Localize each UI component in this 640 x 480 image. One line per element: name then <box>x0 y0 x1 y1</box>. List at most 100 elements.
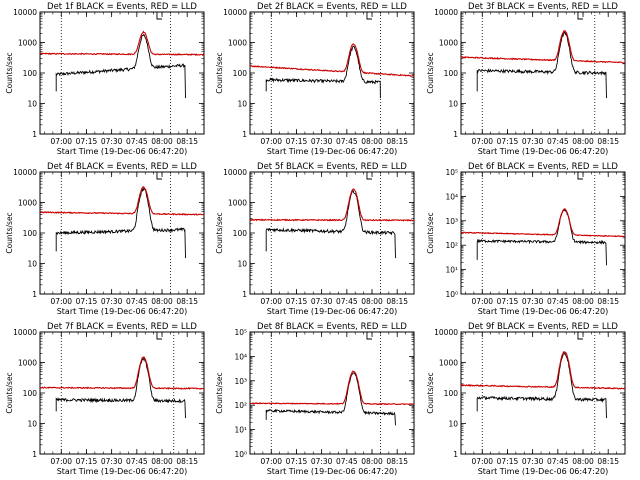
x-tick-label: 08:00 <box>361 457 383 466</box>
y-tick-label: 10000 <box>434 8 458 17</box>
series-line-events-black <box>265 372 396 426</box>
y-tick-label: 10⁰ <box>234 450 247 459</box>
y-axis-label: Counts/sec <box>426 372 435 413</box>
x-tick-label: 08:00 <box>151 137 173 146</box>
x-tick-label: 07:45 <box>126 137 148 146</box>
y-tick-label: 1000 <box>228 39 247 48</box>
x-tick-label: 07:30 <box>311 297 333 306</box>
x-tick-label: 08:15 <box>597 137 619 146</box>
x-tick-label: 07:45 <box>126 297 148 306</box>
x-tick-label: 07:15 <box>497 137 519 146</box>
x-tick-label: 07:15 <box>286 297 308 306</box>
x-tick-label: 07:15 <box>76 457 98 466</box>
y-tick-label: 10000 <box>13 8 37 17</box>
y-tick-label: 1 <box>453 130 458 139</box>
series-line-lld-red <box>249 188 415 222</box>
x-tick-label: 07:00 <box>50 137 72 146</box>
panel-7: Det 7f BLACK = Events, RED = LLD 1 10 100 10… <box>5 322 205 476</box>
plot-frame <box>460 331 626 455</box>
y-tick-label: 1 <box>453 450 458 459</box>
x-axis-label: Start Time (19-Dec-06 06:47:20) <box>267 307 398 316</box>
y-axis-label: Counts/sec <box>5 212 14 253</box>
x-tick-label: 07:45 <box>547 457 569 466</box>
y-tick-label: 10² <box>445 241 458 250</box>
series-line-lld-red <box>39 30 205 57</box>
series-line-lld-red <box>39 186 205 216</box>
y-tick-label: 1000 <box>439 359 458 368</box>
x-tick-label: 08:15 <box>597 457 619 466</box>
x-tick-label: 08:00 <box>572 457 594 466</box>
y-tick-label: 100 <box>23 229 38 238</box>
y-tick-label: 10000 <box>434 328 458 337</box>
corner-marker <box>366 12 372 20</box>
y-tick-label: 10⁴ <box>445 192 458 201</box>
y-tick-label: 10 <box>448 100 458 109</box>
y-tick-label: 10² <box>234 401 247 410</box>
y-axis-label: Counts/sec <box>215 372 224 413</box>
x-axis-label: Start Time (19-Dec-06 06:47:20) <box>57 307 188 316</box>
plot-frame <box>249 331 415 455</box>
x-tick-label: 07:00 <box>50 297 72 306</box>
x-tick-label: 07:15 <box>497 457 519 466</box>
x-tick-label: 08:15 <box>176 297 198 306</box>
x-tick-label: 08:00 <box>361 137 383 146</box>
y-axis-label: Counts/sec <box>215 212 224 253</box>
x-tick-label: 07:45 <box>126 457 148 466</box>
panel-title: Det 5f BLACK = Events, RED = LLD <box>257 162 407 172</box>
series-line-events-black <box>476 31 607 99</box>
x-tick-label: 07:00 <box>471 457 493 466</box>
panel-4: Det 4f BLACK = Events, RED = LLD 1 10 100 10… <box>5 162 205 316</box>
y-tick-label: 10 <box>27 260 37 269</box>
series-line-events-black <box>55 186 186 259</box>
x-tick-label: 07:30 <box>522 457 544 466</box>
corner-marker <box>577 12 583 20</box>
x-tick-label: 08:15 <box>386 457 408 466</box>
x-axis-label: Start Time (19-Dec-06 06:47:20) <box>478 307 609 316</box>
x-tick-label: 07:30 <box>311 137 333 146</box>
corner-marker <box>366 172 372 180</box>
x-tick-label: 08:15 <box>176 137 198 146</box>
y-tick-label: 10 <box>237 100 247 109</box>
x-tick-label: 07:00 <box>50 457 72 466</box>
y-tick-label: 10 <box>448 420 458 429</box>
x-tick-label: 07:15 <box>286 137 308 146</box>
y-tick-label: 10³ <box>445 217 458 226</box>
y-tick-label: 10000 <box>223 168 247 177</box>
panel-title: Det 4f BLACK = Events, RED = LLD <box>47 162 197 172</box>
x-axis-label: Start Time (19-Dec-06 06:47:20) <box>57 147 188 156</box>
panel-title: Det 2f BLACK = Events, RED = LLD <box>257 2 407 12</box>
panel-title: Det 8f BLACK = Events, RED = LLD <box>257 322 407 332</box>
corner-marker <box>577 172 583 180</box>
y-tick-label: 10 <box>237 260 247 269</box>
series-line-events-black <box>265 190 396 259</box>
x-tick-label: 07:15 <box>497 297 519 306</box>
x-tick-label: 08:00 <box>572 137 594 146</box>
x-tick-label: 07:30 <box>311 457 333 466</box>
y-tick-label: 10⁰ <box>445 290 458 299</box>
panel-title: Det 9f BLACK = Events, RED = LLD <box>468 322 618 332</box>
series-line-lld-red <box>249 43 415 77</box>
y-tick-label: 100 <box>233 229 248 238</box>
y-tick-label: 10000 <box>223 8 247 17</box>
x-tick-label: 08:15 <box>597 297 619 306</box>
y-tick-label: 10³ <box>234 377 247 386</box>
x-tick-label: 07:45 <box>336 297 358 306</box>
x-tick-label: 08:15 <box>386 297 408 306</box>
x-tick-label: 07:30 <box>522 297 544 306</box>
corner-marker <box>156 12 162 20</box>
y-axis-label: Counts/sec <box>215 52 224 93</box>
x-tick-label: 07:00 <box>260 137 282 146</box>
y-axis-label: Counts/sec <box>426 52 435 93</box>
y-tick-label: 1 <box>32 450 37 459</box>
x-tick-label: 07:30 <box>101 137 123 146</box>
y-tick-label: 10¹ <box>445 266 458 275</box>
x-tick-label: 08:00 <box>151 457 173 466</box>
y-tick-label: 1 <box>242 290 247 299</box>
y-tick-label: 10 <box>27 420 37 429</box>
corner-marker <box>577 332 583 340</box>
corner-marker <box>156 172 162 180</box>
x-tick-label: 08:15 <box>176 457 198 466</box>
y-tick-label: 1000 <box>18 359 37 368</box>
x-tick-label: 07:45 <box>547 297 569 306</box>
x-tick-label: 07:00 <box>260 457 282 466</box>
